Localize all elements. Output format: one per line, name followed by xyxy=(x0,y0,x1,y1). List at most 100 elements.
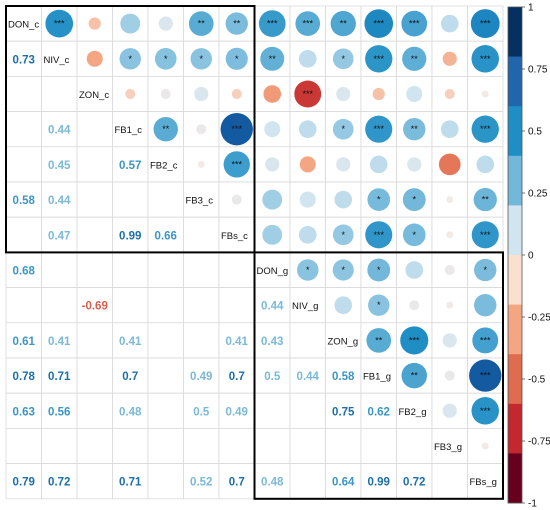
matrix-cell xyxy=(76,216,113,253)
colorbar-segment xyxy=(508,403,522,454)
colorbar-tick-label: -0.75 xyxy=(528,437,550,448)
correlation-circle xyxy=(119,13,141,35)
matrix-cell xyxy=(183,216,220,253)
correlation-circle xyxy=(475,155,495,174)
matrix-cell xyxy=(5,76,42,113)
correlation-value: 0.41 xyxy=(119,336,142,348)
significance-marker: ** xyxy=(411,54,419,64)
correlation-value: 0.71 xyxy=(119,477,142,489)
correlation-circle xyxy=(366,258,391,282)
correlation-value: 0.43 xyxy=(261,336,283,348)
matrix-cell xyxy=(5,322,42,359)
matrix-cell xyxy=(254,357,291,394)
correlation-value: -0.69 xyxy=(82,301,108,313)
variable-label: FB1_g xyxy=(363,372,391,383)
colorbar-segment xyxy=(508,56,522,107)
correlation-value: 0.68 xyxy=(13,266,36,278)
correlation-circle xyxy=(220,112,254,146)
matrix-cell xyxy=(396,427,433,464)
colorbar-segment xyxy=(508,106,522,157)
correlation-circle xyxy=(471,220,500,249)
matrix-cell xyxy=(360,463,397,500)
matrix-cell xyxy=(76,251,113,288)
correlation-circle xyxy=(332,258,355,282)
correlation-value: 0.72 xyxy=(403,477,425,489)
correlation-circle xyxy=(363,8,394,39)
significance-marker: *** xyxy=(480,124,491,134)
significance-marker: ** xyxy=(411,371,419,381)
correlation-value: 0.47 xyxy=(48,230,70,242)
significance-marker: *** xyxy=(54,19,65,29)
matrix-cell xyxy=(147,427,184,464)
matrix-cell xyxy=(41,392,78,429)
correlation-circle xyxy=(471,115,500,144)
correlation-circle xyxy=(445,230,454,239)
matrix-cell xyxy=(147,287,184,324)
variable-label: FB3_c xyxy=(186,196,214,207)
correlation-circle xyxy=(190,47,213,70)
matrix-cell xyxy=(147,181,184,218)
significance-marker: * xyxy=(199,54,203,64)
colorbar-segment xyxy=(508,354,522,405)
correlation-value: 0.78 xyxy=(13,371,36,383)
matrix-cell xyxy=(112,427,149,464)
correlation-circle xyxy=(158,15,174,32)
matrix-cell xyxy=(325,427,362,464)
significance-marker: * xyxy=(235,54,239,64)
correlation-circle xyxy=(408,299,420,311)
correlation-circle xyxy=(481,442,490,450)
correlation-circle xyxy=(442,332,458,349)
correlation-value: 0.99 xyxy=(119,230,141,242)
correlation-value: 0.57 xyxy=(119,160,141,172)
matrix-cell xyxy=(5,392,42,429)
correlation-circle xyxy=(402,223,427,247)
matrix-cell xyxy=(183,287,220,324)
variable-label: NIV_c xyxy=(44,55,70,66)
correlation-circle xyxy=(333,295,353,315)
correlation-circle xyxy=(442,403,458,419)
significance-marker: ** xyxy=(482,195,490,205)
correlation-circle xyxy=(330,10,357,37)
matrix-cell xyxy=(112,181,149,218)
correlation-circle xyxy=(364,115,393,144)
correlation-value: 0.75 xyxy=(332,406,355,418)
correlation-circle xyxy=(261,224,283,246)
correlation-circle xyxy=(298,49,318,69)
matrix-cell xyxy=(254,427,291,464)
correlation-circle xyxy=(225,47,249,71)
matrix-cell xyxy=(183,392,220,429)
correlation-value: 0.44 xyxy=(48,195,71,207)
correlation-circle xyxy=(299,191,317,209)
matrix-cell xyxy=(431,427,468,464)
correlation-value: 0.49 xyxy=(190,371,212,383)
matrix-cell xyxy=(360,76,397,113)
matrix-cell xyxy=(76,111,113,148)
matrix-cell xyxy=(76,146,113,183)
significance-marker: *** xyxy=(302,89,313,99)
correlation-circle xyxy=(367,294,390,317)
matrix-cell xyxy=(41,322,78,359)
matrix-cell xyxy=(325,357,362,394)
matrix-cell xyxy=(360,427,397,464)
significance-marker: ** xyxy=(198,19,206,29)
correlation-circle xyxy=(481,90,490,98)
correlation-circle xyxy=(153,116,179,142)
matrix-cell xyxy=(76,357,113,394)
correlation-value: 0.5 xyxy=(264,371,281,383)
correlation-value: 0.63 xyxy=(13,406,35,418)
colorbar-segment xyxy=(508,453,522,504)
cluster-box xyxy=(5,5,256,254)
correlation-circle xyxy=(470,44,500,74)
cluster-box xyxy=(253,251,504,500)
colorbar-tick-label: 0.75 xyxy=(528,65,548,76)
significance-marker: *** xyxy=(267,19,278,29)
correlation-circle xyxy=(444,264,456,276)
significance-marker: ** xyxy=(375,335,383,345)
correlation-circle xyxy=(160,88,172,100)
matrix-cell xyxy=(147,216,184,253)
correlation-circle xyxy=(259,46,285,72)
correlation-circle xyxy=(473,258,497,282)
variable-label: ZON_g xyxy=(328,336,359,347)
variable-label: FB1_c xyxy=(115,125,143,136)
matrix-cell xyxy=(218,463,255,500)
